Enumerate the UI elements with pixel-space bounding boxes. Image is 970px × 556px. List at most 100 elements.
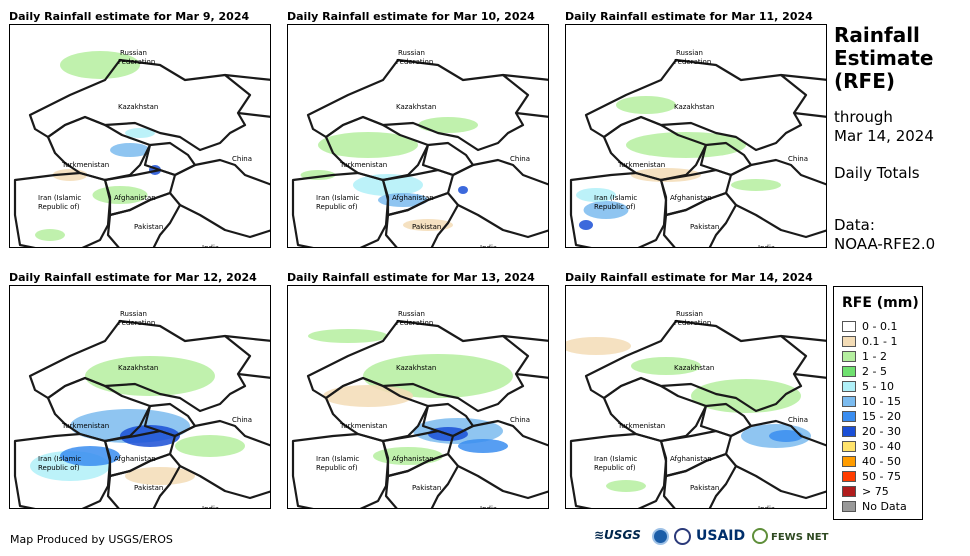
country-border xyxy=(780,73,826,81)
country-label: India xyxy=(758,505,775,509)
rainfall-area xyxy=(373,447,443,465)
country-border xyxy=(730,158,826,186)
country-label: Federation xyxy=(118,58,155,66)
map-panel-6: Daily Rainfall estimate for Mar 14, 2024… xyxy=(565,271,827,523)
country-border xyxy=(179,465,270,500)
rainfall-area xyxy=(308,329,388,343)
country-label: Afghanistan xyxy=(670,194,712,202)
country-label: Kazakhstan xyxy=(396,364,436,372)
country-border xyxy=(780,334,826,342)
country-label: China xyxy=(232,155,252,163)
legend-label: 10 - 15 xyxy=(862,394,901,408)
country-border xyxy=(662,191,738,247)
country-label: Federation xyxy=(396,58,433,66)
rainfall-map: Russian Federation Kazakhstan Turkmenistan C… xyxy=(565,24,827,248)
country-label: Kazakhstan xyxy=(118,103,158,111)
legend-label: 30 - 40 xyxy=(862,439,901,453)
country-label: China xyxy=(510,155,530,163)
legend-label: 0 - 0.1 xyxy=(862,319,898,333)
country-border xyxy=(452,419,548,447)
country-border xyxy=(46,376,152,443)
country-label: Turkmenistan xyxy=(617,161,665,169)
legend-item: 2 - 5 xyxy=(842,364,887,378)
country-label: Kazakhstan xyxy=(674,364,714,372)
country-label: Republic of) xyxy=(594,203,636,211)
legend-swatch xyxy=(842,485,856,497)
panel-title: Daily Rainfall estimate for Mar 13, 2024 xyxy=(287,271,535,284)
rainfall-area xyxy=(731,179,781,191)
panel-title: Daily Rainfall estimate for Mar 10, 2024 xyxy=(287,10,535,23)
legend-swatch xyxy=(842,335,856,347)
rainfall-map: Russian Federation Kazakhstan Turkmenistan C… xyxy=(565,285,827,509)
legend-item: 5 - 10 xyxy=(842,379,894,393)
rainfall-area xyxy=(378,193,428,207)
legend-label: 5 - 10 xyxy=(862,379,894,393)
rainfall-map: Russian Federation Kazakhstan Turkmenistan C… xyxy=(287,24,549,248)
data-source: NOAA-RFE2.0 xyxy=(834,235,936,253)
rainfall-map: Russian Federation Kazakhstan Turkmenistan C… xyxy=(287,285,549,509)
legend-swatch xyxy=(842,395,856,407)
title-line-3: (RFE) xyxy=(834,69,896,93)
country-border xyxy=(569,171,668,247)
panel-title: Daily Rainfall estimate for Mar 9, 2024 xyxy=(9,10,250,23)
country-border xyxy=(515,372,548,379)
legend-item: 40 - 50 xyxy=(842,454,901,468)
country-label: Afghanistan xyxy=(114,455,156,463)
country-label: Afghanistan xyxy=(392,194,434,202)
rainfall-area xyxy=(60,446,120,466)
country-border xyxy=(457,465,548,500)
title-line-1: Rainfall xyxy=(834,23,920,47)
rainfall-area xyxy=(418,117,478,133)
country-label: Kazakhstan xyxy=(396,103,436,111)
rainfall-area xyxy=(403,219,453,231)
legend-swatch xyxy=(842,320,856,332)
legend-label: 40 - 50 xyxy=(862,454,901,468)
legend-item: No Data xyxy=(842,499,907,513)
legend-item: 1 - 2 xyxy=(842,349,887,363)
usgs-logo: ≋USGS xyxy=(594,528,641,542)
fews-net-icon xyxy=(752,528,768,544)
country-label: Pakistan xyxy=(412,223,441,231)
country-border xyxy=(735,465,826,500)
country-border xyxy=(324,376,430,443)
country-border xyxy=(730,419,826,447)
panel-title: Daily Rainfall estimate for Mar 14, 2024 xyxy=(565,271,813,284)
country-label: China xyxy=(788,416,808,424)
country-border xyxy=(793,111,826,118)
country-label: Federation xyxy=(674,58,711,66)
country-label: Turkmenistan xyxy=(61,422,109,430)
country-label: Turkmenistan xyxy=(617,422,665,430)
through-date: Mar 14, 2024 xyxy=(834,127,934,145)
legend-label: 0.1 - 1 xyxy=(862,334,898,348)
map-credit: Map Produced by USGS/EROS xyxy=(10,533,173,546)
country-border xyxy=(106,191,182,247)
map-panel-1: Daily Rainfall estimate for Mar 9, 2024 … xyxy=(9,10,271,262)
country-border xyxy=(13,171,112,247)
country-label: Republic of) xyxy=(38,464,80,472)
rainfall-map: Russian Federation Kazakhstan Turkmenistan C… xyxy=(9,285,271,509)
country-label: Iran (Islamic xyxy=(38,455,81,463)
usaid-logo: USAID xyxy=(696,528,746,544)
map-panel-4: Daily Rainfall estimate for Mar 12, 2024… xyxy=(9,271,271,523)
country-label: Republic of) xyxy=(316,203,358,211)
country-label: Pakistan xyxy=(690,223,719,231)
legend-swatch xyxy=(842,365,856,377)
legend-label: 1 - 2 xyxy=(862,349,887,363)
rainfall-area xyxy=(353,174,423,196)
country-label: Republic of) xyxy=(316,464,358,472)
country-label: Republic of) xyxy=(38,203,80,211)
country-border xyxy=(291,171,390,247)
country-border xyxy=(569,432,668,508)
legend-label: 50 - 75 xyxy=(862,469,901,483)
country-label: Afghanistan xyxy=(392,455,434,463)
country-border xyxy=(224,334,270,342)
country-label: India xyxy=(480,244,497,248)
legend-item: 50 - 75 xyxy=(842,469,901,483)
legend-item: 20 - 30 xyxy=(842,424,901,438)
country-label: Kazakhstan xyxy=(118,364,158,372)
country-label: Russian xyxy=(120,310,147,318)
